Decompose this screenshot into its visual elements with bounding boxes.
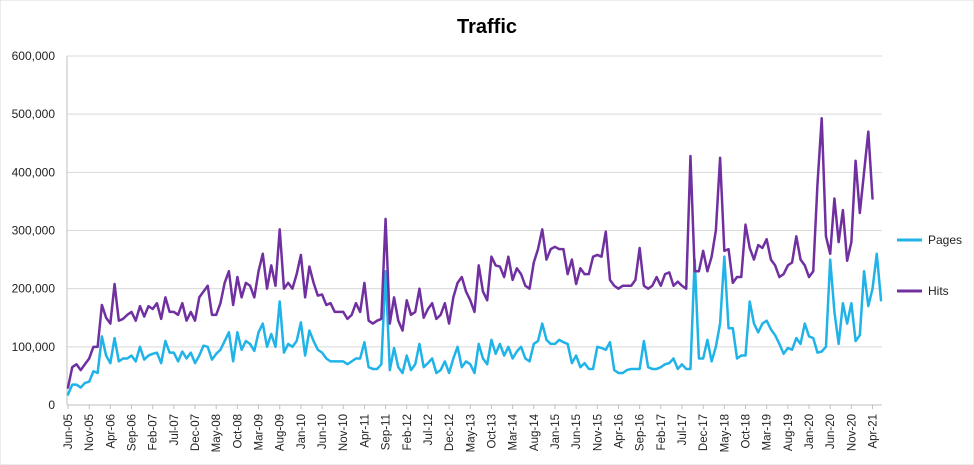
x-tick-label: Feb-17 [656, 414, 668, 450]
legend-label-hits: Hits [928, 284, 949, 298]
x-tick-label: Jun-10 [317, 414, 329, 449]
x-tick-label: Nov-15 [592, 414, 604, 451]
y-tick-label: 400,000 [12, 165, 56, 179]
y-tick-label: 0 [48, 398, 55, 412]
x-tick-label: Dec-17 [698, 414, 710, 451]
x-tick-label: Jul-12 [423, 414, 435, 445]
y-tick-label: 300,000 [12, 224, 56, 238]
x-tick-label: Nov-10 [338, 414, 350, 451]
x-tick-label: Jan-15 [550, 414, 562, 449]
x-tick-label: Mar-14 [508, 413, 520, 450]
x-tick-label: Mar-19 [762, 414, 774, 450]
x-tick-label: Jun-20 [825, 414, 837, 449]
series-line-pages [66, 252, 883, 396]
x-tick-label: Apr-06 [105, 414, 117, 449]
x-tick-label: Aug-14 [529, 413, 541, 451]
x-tick-label: Jan-20 [804, 414, 816, 449]
x-tick-label: Jul-17 [677, 414, 689, 445]
x-tick-label: Jun-05 [63, 414, 75, 449]
x-tick-label: Jun-15 [571, 414, 583, 449]
axes [66, 56, 882, 406]
x-tick-label: Aug-19 [783, 414, 795, 451]
y-tick-label: 600,000 [12, 49, 56, 63]
x-tick-label: Feb-12 [402, 414, 414, 450]
x-tick-label: Nov-05 [84, 414, 96, 451]
x-tick-label: Sep-06 [127, 414, 139, 451]
x-tick-label: Jul-07 [169, 414, 181, 445]
series-lines [66, 116, 883, 396]
x-tick-label: Oct-13 [486, 414, 498, 449]
y-axis-ticks: 0 100,000 200,000 300,000 400,000 500,000 600,… [12, 49, 56, 412]
x-tick-label: May-13 [465, 414, 477, 452]
y-tick-label: 100,000 [12, 340, 56, 354]
legend: Pages Hits [897, 233, 962, 298]
x-tick-label: Dec-07 [190, 414, 202, 451]
x-tick-label: Feb-07 [148, 414, 160, 450]
series-line-hits [66, 116, 874, 389]
x-tick-label: Aug-09 [275, 414, 287, 451]
x-tick-label: Sep-16 [635, 414, 647, 451]
chart-title: Traffic [457, 16, 517, 38]
x-tick-label: May-08 [211, 414, 223, 452]
x-tick-label: Nov-20 [846, 414, 858, 451]
x-tick-label: Oct-08 [232, 414, 244, 449]
x-tick-label: Dec-12 [444, 414, 456, 451]
x-tick-label: Apr-11 [359, 414, 371, 448]
legend-label-pages: Pages [928, 233, 962, 247]
x-tick-label: May-18 [719, 414, 731, 452]
x-tick-label: Sep-11 [381, 414, 393, 450]
x-axis-ticks: Jun-05 Nov-05 Apr-06 Sep-06 Feb-07 Jul-07 Dec-… [63, 405, 880, 452]
x-tick-label: Apr-21 [868, 414, 880, 449]
y-tick-label: 500,000 [12, 107, 56, 121]
x-tick-label: Jan-10 [296, 414, 308, 449]
x-tick-label: Apr-16 [613, 414, 625, 449]
y-tick-label: 200,000 [12, 282, 56, 296]
x-tick-label: Mar-09 [254, 414, 266, 450]
x-tick-label: Oct-18 [741, 414, 753, 449]
